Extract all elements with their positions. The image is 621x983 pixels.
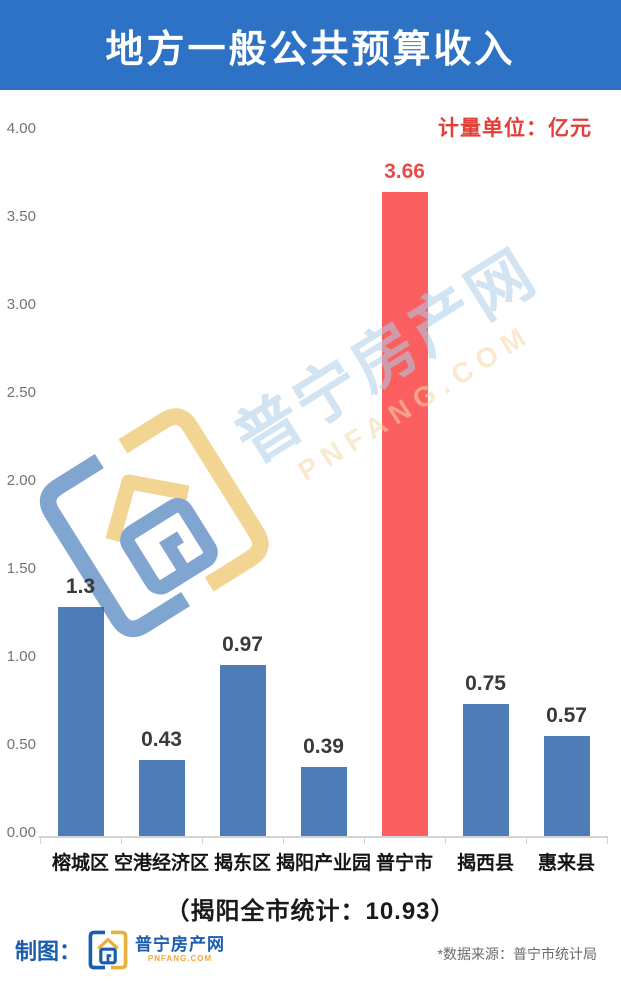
x-axis-tick <box>283 836 284 844</box>
bar-揭东区 <box>219 665 266 836</box>
header-banner: 地方一般公共预算收入 <box>0 0 621 90</box>
bar-榕城区 <box>57 607 104 836</box>
y-axis-tick-label: 2.50 <box>6 384 36 401</box>
x-axis-tick <box>202 836 203 844</box>
unit-label: 计量单位：亿元 <box>438 117 592 140</box>
brand-domain: PNFANG.COM <box>147 953 213 963</box>
credit-block: 制图： 普宁房产网 PNFANG.COM <box>15 928 225 972</box>
y-axis-tick-label: 3.50 <box>6 208 36 225</box>
bar-揭西县 <box>462 704 509 836</box>
page-title: 地方一般公共预算收入 <box>105 28 516 71</box>
bar-空港经济区 <box>138 760 185 836</box>
x-axis-tick <box>40 836 41 844</box>
y-axis-tick-label: 4.00 <box>6 120 36 137</box>
y-axis-tick-label: 1.00 <box>6 648 36 665</box>
x-axis-tick <box>121 836 122 844</box>
y-axis-tick-label: 1.50 <box>6 560 36 577</box>
credit-label: 制图： <box>15 939 82 964</box>
bar-普宁市 <box>381 192 428 836</box>
brand-name: 普宁房产网 <box>135 935 226 955</box>
bar-揭阳产业园 <box>300 767 347 836</box>
x-axis-tick <box>445 836 446 844</box>
bar-惠来县 <box>543 736 590 836</box>
y-axis-tick-label: 2.00 <box>6 472 36 489</box>
data-source-note: *数据来源：普宁市统计局 <box>437 946 597 962</box>
y-axis-tick-label: 0.00 <box>6 824 36 841</box>
x-axis-line <box>39 836 608 838</box>
citywide-total-note: （揭阳全市统计：10.93） <box>165 898 456 925</box>
x-axis-tick <box>607 836 608 844</box>
x-axis-tick <box>364 836 365 844</box>
x-axis-tick <box>526 836 527 844</box>
y-axis-tick-label: 3.00 <box>6 296 36 313</box>
y-axis-tick-label: 0.50 <box>6 736 36 753</box>
